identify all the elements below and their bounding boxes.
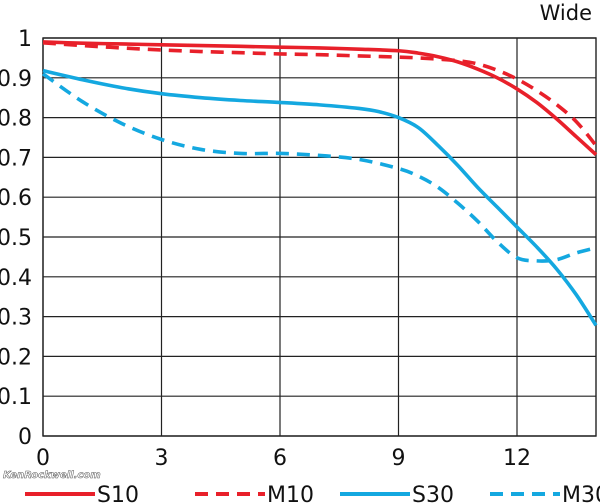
y-tick-label: 0.3 [0,306,32,331]
chart-title: Wide [540,1,592,25]
legend-label-m10: M10 [267,483,314,504]
y-tick-label: 1 [18,27,32,52]
x-axis-ticks: 0 3 6 9 12 [36,446,531,471]
watermark: KenRockwell.com [3,470,101,481]
legend-label-s10: S10 [97,483,139,504]
series-line-s30 [42,68,598,327]
legend-label-m30: M30 [562,483,600,504]
x-tick-label: 12 [503,446,531,471]
y-tick-label: 0 [18,425,32,450]
plot-frame [42,37,597,437]
y-tick-label: 0.8 [0,107,32,132]
chart-grid [42,37,597,437]
x-tick-label: 0 [36,446,50,471]
x-tick-label: 6 [273,446,287,471]
chart-series [41,40,598,327]
y-axis-ticks: 0 0.1 0.2 0.3 0.4 0.5 0.6 0.7 0.8 0.9 1 [0,27,32,450]
series-line-s10 [42,40,598,156]
y-tick-label: 0.4 [0,266,32,291]
y-tick-label: 0.7 [0,146,32,171]
x-tick-label: 9 [392,446,406,471]
series-line-m10 [42,40,598,147]
y-tick-label: 0.2 [0,345,32,370]
series-line-m30 [41,72,597,263]
legend-label-s30: S30 [412,483,454,504]
y-tick-label: 0.5 [0,226,32,251]
y-tick-label: 0.1 [0,385,32,410]
chart-legend: S10 M10 S30 M30 [25,483,600,504]
y-tick-label: 0.9 [0,67,32,92]
y-tick-label: 0.6 [0,186,32,211]
x-tick-label: 3 [155,446,169,471]
